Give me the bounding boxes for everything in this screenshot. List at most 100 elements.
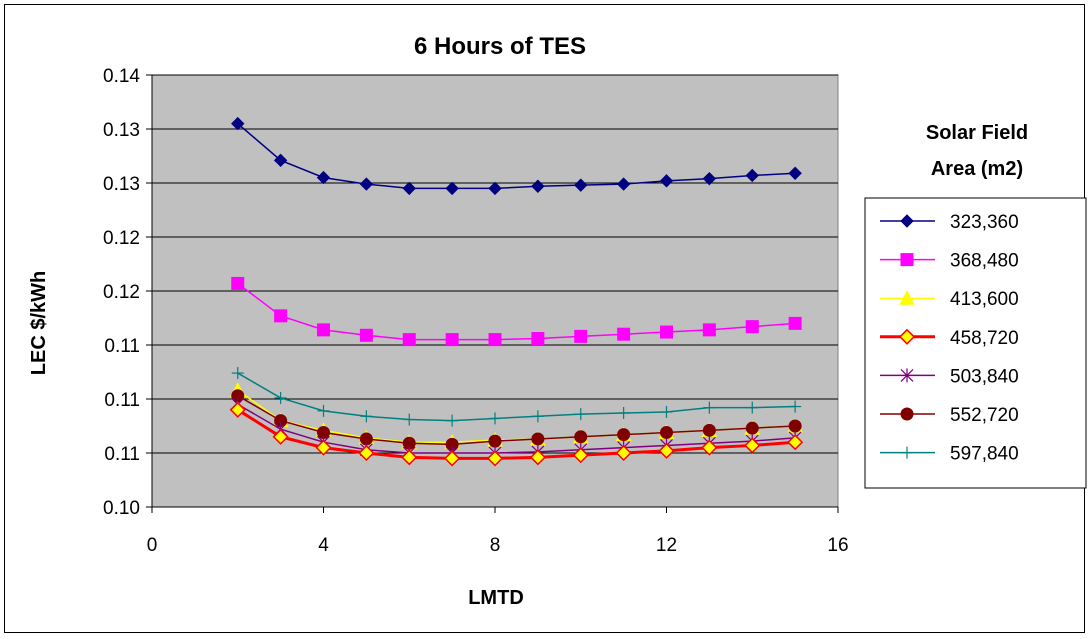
data-point bbox=[489, 412, 501, 425]
data-point bbox=[231, 276, 245, 290]
data-point bbox=[901, 446, 913, 459]
data-point bbox=[274, 309, 288, 323]
data-point bbox=[229, 401, 246, 418]
legend-label: 368,480 bbox=[950, 251, 1019, 272]
data-point bbox=[617, 327, 631, 341]
legend-label: 413,600 bbox=[950, 289, 1019, 310]
data-point bbox=[488, 333, 502, 347]
legend-entry: 413,600 bbox=[880, 289, 1019, 310]
data-point bbox=[900, 214, 914, 228]
data-point bbox=[900, 253, 914, 267]
legend-box bbox=[864, 197, 1087, 489]
data-point bbox=[660, 405, 673, 418]
series-line bbox=[237, 403, 796, 454]
legend-entry: 552,720 bbox=[880, 405, 1019, 426]
data-point bbox=[444, 450, 461, 467]
x-axis-title: LMTD bbox=[468, 587, 524, 609]
series-line bbox=[237, 282, 796, 341]
data-point bbox=[317, 323, 330, 337]
data-point bbox=[787, 434, 804, 451]
data-point bbox=[900, 368, 914, 383]
legend-label: 552,720 bbox=[950, 405, 1019, 426]
data-point bbox=[531, 432, 545, 446]
data-point bbox=[574, 329, 588, 343]
legend-label: 503,840 bbox=[950, 366, 1019, 387]
data-point bbox=[272, 428, 289, 445]
data-point bbox=[572, 447, 589, 464]
x-tick-label: 0 bbox=[147, 535, 158, 556]
data-point bbox=[745, 168, 759, 183]
data-point bbox=[359, 328, 373, 342]
data-point bbox=[702, 423, 716, 437]
data-point bbox=[360, 410, 373, 423]
legend-label: 458,720 bbox=[950, 328, 1019, 349]
data-point bbox=[274, 391, 287, 404]
legend-title-line-1: Solar Field bbox=[926, 122, 1028, 144]
legend-entry: 368,480 bbox=[880, 251, 1019, 272]
y-tick-label: 0.11 bbox=[104, 336, 140, 357]
data-point bbox=[659, 174, 674, 188]
data-point bbox=[273, 153, 288, 168]
data-point bbox=[702, 171, 717, 186]
data-point bbox=[789, 400, 802, 413]
data-point bbox=[574, 408, 587, 421]
data-point bbox=[486, 450, 504, 467]
series-323360 bbox=[231, 116, 802, 196]
data-point bbox=[900, 407, 914, 421]
data-point bbox=[899, 290, 915, 305]
data-point bbox=[616, 177, 631, 191]
y-tick-label: 0.10 bbox=[103, 498, 140, 519]
data-point bbox=[488, 181, 502, 196]
x-tick-label: 12 bbox=[656, 535, 677, 556]
data-point bbox=[660, 425, 673, 439]
data-point bbox=[788, 166, 802, 180]
data-point bbox=[402, 181, 416, 196]
data-point bbox=[531, 179, 545, 193]
x-tick-label: 4 bbox=[318, 535, 329, 556]
y-axis-title: LEC $/kWh bbox=[28, 271, 50, 375]
data-point bbox=[446, 414, 459, 427]
legend-entry: 597,840 bbox=[880, 444, 1019, 465]
data-point bbox=[788, 419, 802, 433]
legend-entry: 323,360 bbox=[880, 212, 1019, 233]
data-point bbox=[358, 444, 375, 462]
legend-entry: 503,840 bbox=[880, 366, 1019, 387]
data-point bbox=[402, 333, 416, 347]
data-point bbox=[574, 178, 588, 192]
data-point bbox=[701, 439, 718, 456]
data-point bbox=[231, 116, 245, 131]
y-tick-label: 0.14 bbox=[103, 66, 140, 87]
data-point bbox=[574, 430, 588, 444]
data-point bbox=[898, 328, 916, 345]
series-368480 bbox=[231, 276, 802, 347]
data-point bbox=[403, 413, 416, 426]
legend-title-line-2: Area (m2) bbox=[931, 158, 1023, 180]
data-point bbox=[316, 170, 331, 185]
data-point bbox=[788, 316, 802, 330]
data-point bbox=[445, 181, 459, 196]
data-point bbox=[658, 442, 675, 459]
data-point bbox=[617, 407, 630, 420]
y-tick-label: 0.11 bbox=[104, 390, 140, 411]
data-point bbox=[531, 410, 544, 423]
data-point bbox=[703, 401, 716, 414]
legend-label: 323,360 bbox=[950, 212, 1019, 233]
data-point bbox=[660, 325, 673, 339]
y-tick-label: 0.13 bbox=[103, 174, 140, 195]
chart-title: 6 Hours of TES bbox=[414, 33, 586, 60]
legend-entry: 458,720 bbox=[880, 328, 1019, 349]
data-point bbox=[702, 323, 716, 337]
data-point bbox=[745, 320, 759, 334]
series-line bbox=[237, 372, 796, 422]
legend-label: 597,840 bbox=[950, 444, 1019, 465]
series-597840 bbox=[231, 367, 802, 427]
y-tick-label: 0.12 bbox=[103, 228, 140, 249]
data-point bbox=[529, 449, 546, 466]
data-point bbox=[744, 437, 761, 454]
data-point bbox=[745, 421, 759, 435]
data-point bbox=[231, 367, 244, 380]
data-point bbox=[401, 449, 418, 466]
data-point bbox=[317, 404, 330, 417]
series-458720 bbox=[229, 401, 804, 467]
